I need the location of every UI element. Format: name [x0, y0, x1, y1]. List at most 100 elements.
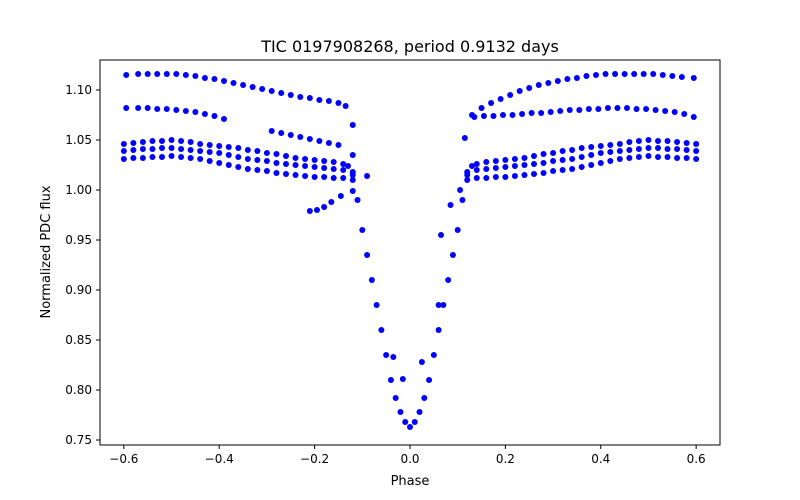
data-point — [488, 100, 495, 106]
data-point — [655, 145, 661, 151]
data-point — [149, 154, 156, 160]
data-point — [173, 107, 180, 113]
data-point — [509, 112, 516, 118]
data-point — [483, 175, 490, 181]
data-point — [159, 145, 165, 151]
data-point — [547, 109, 554, 115]
data-point — [335, 100, 342, 106]
data-point — [328, 199, 335, 205]
data-point — [650, 71, 657, 77]
data-point — [235, 164, 242, 170]
data-point — [149, 138, 156, 144]
data-point — [531, 171, 537, 177]
data-point — [664, 146, 671, 152]
data-point — [457, 187, 464, 193]
data-point — [635, 138, 642, 144]
data-point — [178, 138, 185, 144]
data-point — [297, 134, 304, 140]
data-point — [154, 106, 161, 112]
data-point — [302, 173, 309, 179]
data-point — [240, 82, 247, 88]
data-point — [306, 95, 313, 101]
data-point — [449, 252, 456, 258]
data-point — [597, 160, 604, 166]
data-point — [149, 146, 156, 152]
data-point — [588, 162, 595, 168]
x-tick-label: 0.2 — [496, 452, 515, 466]
y-tick-label: 1.10 — [65, 83, 92, 97]
data-point — [173, 71, 180, 77]
data-point — [349, 188, 356, 194]
y-tick-label: 0.80 — [65, 383, 92, 397]
data-point — [268, 128, 275, 134]
data-point — [216, 160, 223, 166]
data-point — [254, 167, 261, 173]
data-point — [440, 302, 447, 308]
data-point — [593, 72, 599, 78]
data-point — [330, 175, 337, 181]
data-point — [287, 132, 294, 138]
data-point — [624, 105, 630, 111]
data-point — [221, 78, 227, 84]
data-point — [287, 92, 294, 98]
data-point — [139, 155, 146, 161]
x-tick-label: −0.4 — [205, 452, 234, 466]
data-point — [626, 139, 633, 145]
data-point — [674, 139, 681, 145]
data-point — [197, 156, 204, 162]
data-point — [640, 71, 647, 77]
data-point — [278, 90, 285, 96]
data-point — [192, 109, 199, 115]
data-point — [197, 148, 204, 154]
data-point — [669, 73, 676, 79]
data-point — [445, 277, 452, 283]
data-point — [321, 165, 328, 171]
data-point — [168, 153, 175, 159]
data-point — [254, 157, 261, 163]
data-point — [178, 146, 185, 152]
data-point — [387, 377, 394, 383]
data-point — [550, 150, 557, 156]
data-point — [283, 161, 289, 167]
data-point — [364, 252, 371, 258]
data-point — [340, 167, 347, 173]
data-point — [588, 144, 595, 150]
data-point — [249, 84, 256, 90]
data-point — [614, 105, 621, 111]
data-point — [292, 162, 299, 168]
data-point — [693, 141, 700, 147]
data-point — [263, 168, 270, 174]
data-point — [557, 108, 564, 114]
data-point — [402, 419, 409, 425]
data-point — [201, 111, 208, 117]
data-point — [502, 164, 509, 170]
data-point — [550, 158, 557, 164]
data-point — [502, 174, 509, 180]
data-point — [123, 72, 130, 78]
data-point — [683, 147, 690, 153]
data-point — [144, 71, 151, 77]
data-point — [635, 154, 642, 160]
data-point — [597, 150, 604, 156]
data-point — [192, 73, 199, 79]
data-point — [693, 148, 700, 154]
data-point — [123, 105, 130, 111]
scatter-points — [120, 71, 700, 430]
data-point — [225, 162, 232, 168]
data-point — [311, 174, 318, 180]
y-tick-label: 1.00 — [65, 183, 92, 197]
data-point — [438, 232, 444, 238]
data-point — [616, 156, 623, 162]
data-point — [693, 156, 700, 162]
data-point — [349, 152, 356, 158]
data-point — [645, 153, 652, 159]
data-point — [306, 208, 313, 214]
data-point — [206, 142, 213, 148]
data-point — [330, 159, 337, 165]
data-point — [540, 160, 547, 166]
data-point — [602, 71, 609, 77]
y-axis-label: Normalized PDC flux — [39, 185, 54, 318]
data-point — [392, 395, 399, 401]
data-point — [182, 108, 189, 114]
data-point — [337, 193, 344, 199]
